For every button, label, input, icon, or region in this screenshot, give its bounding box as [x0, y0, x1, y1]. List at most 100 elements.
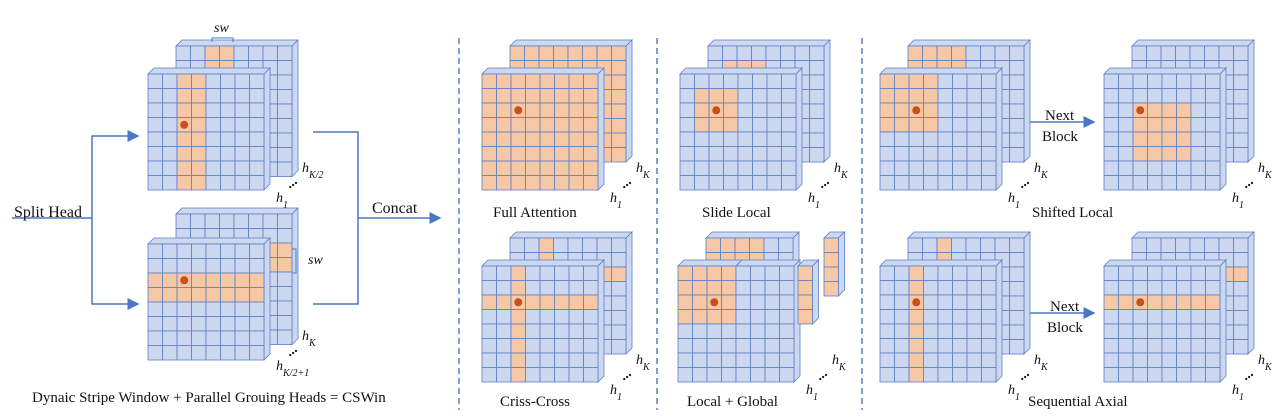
highlight-cell — [908, 323, 924, 339]
grid-cell — [1161, 280, 1177, 296]
grid-cell — [908, 146, 924, 162]
grid-side-face — [597, 67, 605, 191]
highlight-cell — [908, 367, 924, 383]
query-token-dot — [912, 298, 921, 307]
highlight-cell — [510, 280, 526, 296]
grid-cell — [737, 117, 753, 133]
grid-cell — [1103, 73, 1119, 89]
grid-cell — [879, 338, 895, 354]
grid-cell — [496, 338, 512, 354]
highlight-cell — [907, 45, 923, 61]
grid-cell — [1132, 352, 1148, 368]
grid-cell — [524, 237, 540, 253]
grid-cell — [923, 352, 939, 368]
grid-cell — [1009, 147, 1025, 163]
head-subscript: K/2+1 — [282, 368, 309, 379]
grid-cell — [879, 160, 895, 176]
head-label-bottom: hK/2+1 — [276, 359, 309, 379]
grid-cell — [176, 258, 192, 274]
highlight-cell — [720, 237, 736, 253]
grid-cell — [1147, 367, 1163, 383]
grid-cell — [952, 352, 968, 368]
highlight-cell — [539, 102, 555, 118]
grid-cell — [1103, 131, 1119, 147]
grid-cell — [1103, 102, 1119, 118]
slide-local-front-grid — [679, 67, 803, 191]
grid-cell — [809, 89, 825, 105]
grid-cell — [764, 367, 780, 383]
grid-cell — [923, 367, 939, 383]
query-token-dot — [710, 298, 719, 307]
highlight-cell — [677, 265, 693, 281]
grid-cell — [894, 367, 910, 383]
block-label-2: Block — [1047, 320, 1083, 336]
head-subscript: K — [1040, 170, 1049, 181]
grid-cell — [583, 280, 599, 296]
grid-cell — [779, 280, 795, 296]
grid-cell — [750, 280, 766, 296]
grid-cell — [539, 265, 555, 281]
grid-top-face — [707, 39, 831, 47]
highlight-cell — [567, 45, 583, 61]
grid-cell — [677, 352, 693, 368]
grid-cell — [764, 323, 780, 339]
grid-cell — [1103, 175, 1119, 191]
grid-cell — [1190, 367, 1206, 383]
grid-side-face — [812, 259, 819, 325]
highlight-cell — [525, 146, 541, 162]
grid-cell — [249, 88, 265, 104]
grid-cell — [1132, 367, 1148, 383]
grid-cell — [481, 280, 497, 296]
caption-sequential-axial: Sequential Axial — [1028, 394, 1128, 410]
grid-cell — [1176, 265, 1192, 281]
grid-cell — [879, 265, 895, 281]
grid-top-face — [1103, 67, 1227, 75]
grid-cell — [1190, 131, 1206, 147]
highlight-cell — [539, 160, 555, 176]
grid-cell — [611, 324, 627, 340]
grid-cell — [1176, 88, 1192, 104]
grid-cell — [923, 265, 939, 281]
grid-cell — [220, 175, 236, 191]
query-token-dot — [514, 298, 523, 307]
grid-cell — [539, 280, 555, 296]
grid-cell — [554, 265, 570, 281]
grid-cell — [1118, 146, 1134, 162]
highlight-cell — [721, 309, 737, 325]
grid-cell — [220, 73, 236, 89]
highlight-cell — [481, 88, 497, 104]
grid-cell — [752, 175, 768, 191]
highlight-cell — [823, 281, 839, 297]
grid-cell — [1233, 118, 1249, 134]
grid-cell — [277, 329, 293, 345]
grid-cell — [147, 146, 163, 162]
grid-cell — [750, 294, 766, 310]
grid-cell — [937, 175, 953, 191]
grid-cell — [583, 367, 599, 383]
grid-cell — [1205, 73, 1221, 89]
grid-cell — [952, 323, 968, 339]
grid-cell — [1147, 160, 1163, 176]
grid-cell — [981, 338, 997, 354]
grid-cell — [894, 160, 910, 176]
grid-cell — [496, 367, 512, 383]
head-label-bottom: h1 — [610, 191, 622, 211]
grid-cell — [262, 45, 278, 61]
grid-cell — [677, 367, 693, 383]
highlight-cell — [277, 257, 293, 273]
highlight-cell — [510, 73, 526, 89]
head-subscript: K — [1264, 362, 1273, 373]
grid-cell — [766, 146, 782, 162]
grid-top-face — [1131, 231, 1255, 239]
grid-cell — [539, 338, 555, 354]
grid-cell — [205, 345, 221, 361]
highlight-cell — [568, 131, 584, 147]
grid-cell — [1103, 88, 1119, 104]
grid-cell — [737, 146, 753, 162]
block-label-1: Block — [1042, 129, 1078, 145]
highlight-cell — [1103, 294, 1119, 310]
grid-cell — [1009, 310, 1025, 326]
head-label-bottom: h1 — [276, 191, 288, 211]
grid-cell — [894, 175, 910, 191]
grid-cell — [750, 309, 766, 325]
